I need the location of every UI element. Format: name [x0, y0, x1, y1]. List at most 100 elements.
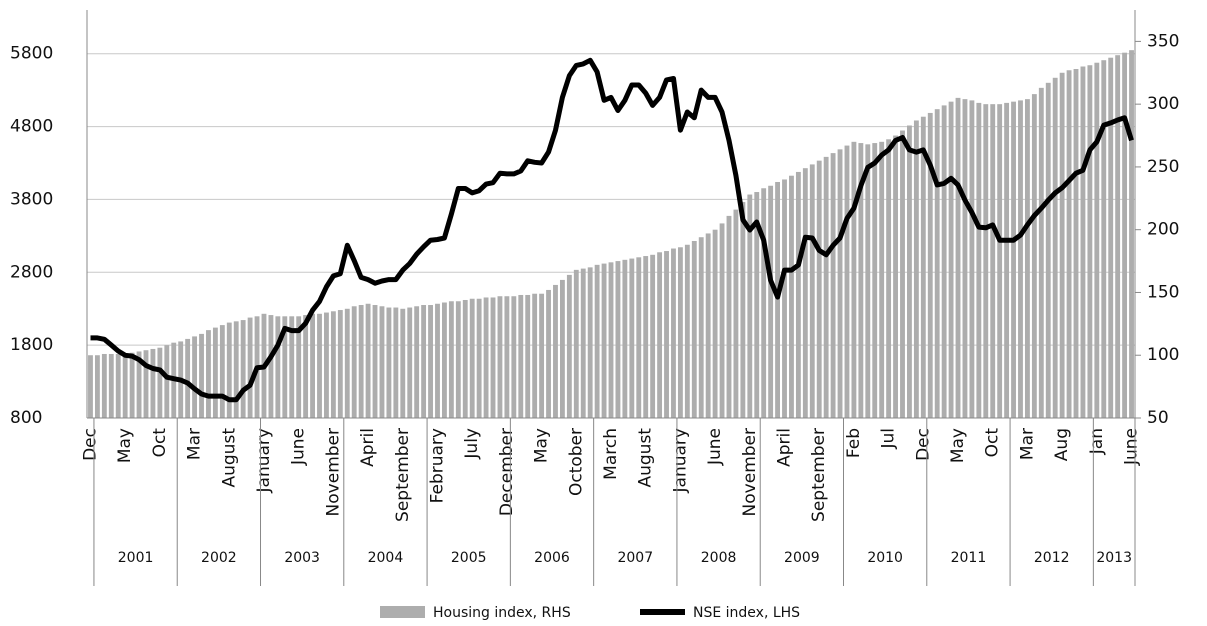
x-tick-label: November — [323, 428, 343, 516]
bar — [490, 297, 496, 418]
legend-swatch — [380, 606, 425, 618]
bar — [553, 284, 558, 418]
bar — [636, 257, 642, 418]
y-tick-label: 5800 — [10, 44, 53, 64]
x-tick-label: May — [532, 428, 552, 463]
bar — [1045, 82, 1051, 418]
bar — [393, 307, 399, 418]
bar — [900, 130, 905, 419]
bar — [344, 308, 350, 418]
bar — [740, 202, 746, 418]
bar — [983, 104, 989, 419]
bar — [705, 233, 711, 418]
x-tick-label: May — [948, 428, 968, 463]
x-tick-label: June — [1122, 428, 1142, 466]
x-tick-label: March — [601, 428, 621, 480]
bar — [268, 315, 274, 418]
bar — [400, 308, 406, 418]
bar — [164, 345, 170, 418]
bar — [330, 311, 336, 418]
x-tick-label: July — [462, 428, 482, 460]
bar — [185, 338, 191, 418]
bar — [275, 316, 281, 418]
year-label: 2012 — [1034, 550, 1070, 566]
year-label: 2004 — [368, 550, 404, 566]
bar — [1011, 101, 1016, 419]
bar — [809, 164, 815, 418]
bar — [1024, 99, 1030, 418]
bar — [962, 99, 968, 418]
bar — [414, 306, 420, 418]
bar — [226, 322, 232, 418]
bar — [88, 355, 93, 418]
x-tick-label: Aug — [1052, 428, 1072, 461]
bar — [566, 274, 572, 418]
bar — [844, 145, 850, 418]
bar — [337, 310, 343, 418]
bar — [691, 240, 697, 418]
year-label: 2010 — [867, 550, 903, 566]
year-label: 2008 — [701, 550, 737, 566]
x-tick-label: August — [219, 428, 239, 488]
y2-tick-label: 300 — [1147, 94, 1179, 114]
bar — [247, 317, 253, 418]
bar — [629, 258, 635, 418]
x-tick-label: January — [670, 428, 690, 493]
legend-label: Housing index, RHS — [433, 605, 571, 621]
x-tick-label: December — [497, 428, 517, 516]
bar — [483, 297, 489, 418]
bar — [643, 256, 649, 418]
bar — [206, 330, 211, 418]
bar — [580, 268, 586, 418]
bar — [108, 353, 114, 418]
bar — [684, 244, 690, 418]
x-tick-label: Dec — [913, 428, 933, 461]
x-tick-label: November — [740, 428, 760, 516]
y-tick-label: 800 — [10, 408, 42, 428]
bar — [761, 188, 767, 418]
bar — [657, 252, 663, 418]
x-tick-label: June — [705, 428, 725, 466]
bar — [407, 307, 413, 418]
bar — [435, 303, 440, 418]
bar — [504, 296, 510, 418]
bar — [698, 237, 704, 418]
year-label: 2001 — [118, 550, 154, 566]
bar — [386, 307, 392, 418]
bar — [768, 185, 774, 418]
bar — [573, 269, 579, 418]
bar — [365, 303, 371, 418]
bar — [1018, 100, 1023, 418]
bar — [969, 100, 975, 418]
year-label: 2006 — [534, 550, 570, 566]
bar — [233, 321, 239, 418]
bar — [823, 156, 829, 418]
y2-tick-label: 250 — [1147, 157, 1179, 177]
y2-tick-label: 100 — [1147, 345, 1179, 365]
bar — [1073, 69, 1079, 418]
bar — [296, 316, 302, 418]
bar — [851, 141, 857, 419]
bar — [1129, 50, 1134, 419]
bar — [976, 102, 982, 418]
bar — [199, 333, 204, 418]
bar — [518, 294, 524, 418]
bar — [1087, 65, 1093, 418]
bar — [913, 120, 919, 418]
bar — [858, 143, 864, 418]
year-label: 2011 — [951, 550, 987, 566]
bar — [442, 302, 447, 418]
bar — [421, 305, 427, 418]
x-tick-label: Oct — [983, 428, 1003, 458]
x-tick-label: April — [358, 428, 378, 467]
bar — [122, 353, 128, 418]
year-label: 2007 — [617, 550, 653, 566]
bar — [136, 351, 142, 418]
bar — [893, 135, 898, 419]
bar — [615, 261, 621, 418]
x-tick-label: May — [115, 428, 135, 463]
bar — [476, 298, 482, 418]
bar — [671, 248, 676, 418]
line — [90, 57, 1134, 403]
bar — [192, 336, 198, 418]
